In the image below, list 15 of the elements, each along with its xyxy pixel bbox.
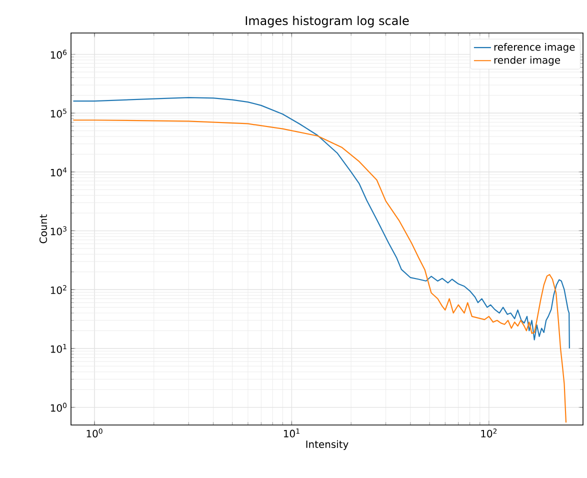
x-tick-label: 10$^{1}$ — [284, 428, 300, 438]
y-tick-label: 10$^{0}$ — [50, 402, 67, 412]
legend-label: reference image — [494, 43, 575, 53]
y-tick-label: 10$^{4}$ — [50, 168, 67, 176]
chart-title: Images histogram log scale — [246, 16, 409, 28]
y-tick-label: 10$^{2}$ — [50, 285, 66, 294]
y-tick-label: 10$^{5}$ — [50, 108, 66, 118]
y-axis-title: Count — [39, 214, 48, 244]
y-tick-label: 10$^{1}$ — [50, 344, 66, 353]
x-axis-title: Intensity — [306, 440, 348, 450]
y-tick-label: 10$^{6}$ — [50, 50, 67, 59]
y-tick-label: 10$^{3}$ — [50, 226, 66, 236]
x-tick-label: 10$^{0}$ — [86, 428, 102, 438]
legend-label: render image — [494, 56, 560, 66]
x-tick-label: 10$^{2}$ — [481, 428, 497, 438]
